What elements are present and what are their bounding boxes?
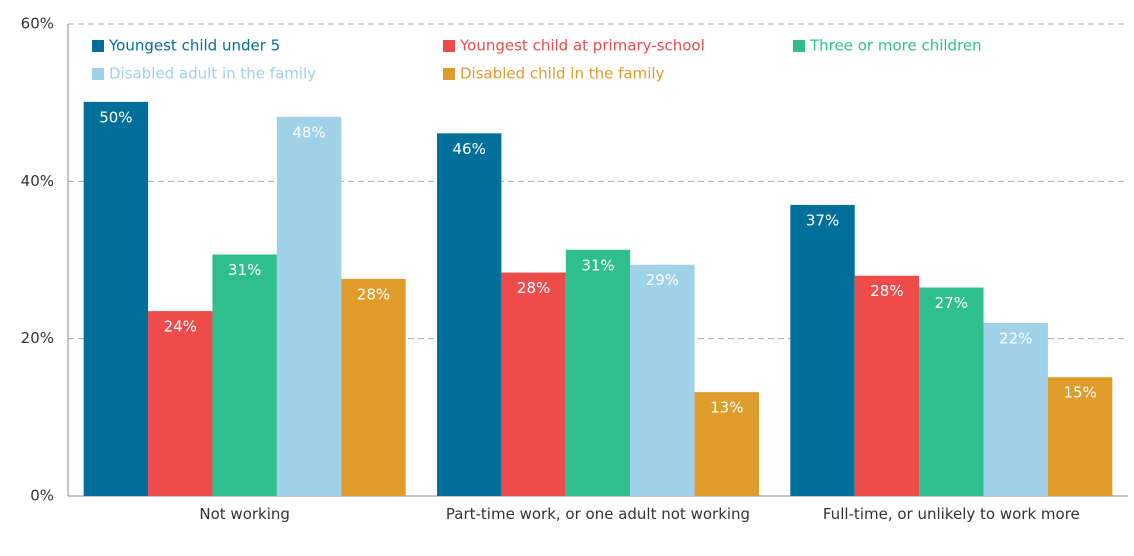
legend-label: Youngest child at primary-school: [459, 37, 705, 55]
y-tick-label: 0%: [30, 487, 54, 505]
data-label: 31%: [581, 256, 614, 274]
legend-label: Three or more children: [809, 37, 982, 55]
data-label: 29%: [646, 271, 679, 289]
y-tick-label: 20%: [21, 329, 54, 347]
bar: [276, 116, 342, 497]
x-tick-label: Full-time, or unlikely to work more: [822, 505, 1080, 523]
bar: [148, 311, 213, 496]
x-tick-label: Part-time work, or one adult not working: [445, 505, 751, 523]
legend-label: Disabled child in the family: [460, 65, 665, 83]
legend-swatch: [92, 40, 104, 52]
bar: [630, 264, 695, 496]
data-label: 15%: [1063, 384, 1096, 402]
bar: [983, 322, 1048, 496]
legend-swatch: [92, 68, 104, 80]
data-label: 50%: [99, 108, 132, 126]
x-tick-label: Not working: [199, 505, 290, 523]
y-tick-label: 60%: [21, 15, 54, 33]
bar: [565, 249, 631, 496]
legend-swatch: [793, 40, 805, 52]
data-label: 27%: [935, 294, 968, 312]
legend-label: Youngest child under 5: [108, 37, 280, 55]
data-label: 31%: [228, 261, 261, 279]
legend-label: Disabled adult in the family: [109, 65, 316, 83]
bar: [83, 101, 149, 496]
legend-swatch: [443, 68, 455, 80]
bar: [501, 272, 566, 496]
bar: [341, 278, 406, 496]
bar: [854, 275, 920, 496]
bar: [212, 254, 277, 496]
data-label: 28%: [517, 279, 550, 297]
data-label: 46%: [453, 140, 486, 158]
data-label: 13%: [710, 399, 743, 417]
bar: [919, 287, 984, 496]
data-label: 48%: [292, 123, 325, 141]
y-tick-label: 40%: [21, 172, 54, 190]
bar: [1047, 377, 1113, 496]
data-label: 28%: [870, 282, 903, 300]
bar: [790, 204, 855, 496]
bar: [437, 133, 502, 496]
bar: [694, 392, 759, 496]
data-label: 22%: [999, 329, 1032, 347]
legend-swatch: [443, 40, 455, 52]
data-label: 28%: [357, 285, 390, 303]
data-label: 24%: [164, 318, 197, 336]
data-label: 37%: [806, 211, 839, 229]
